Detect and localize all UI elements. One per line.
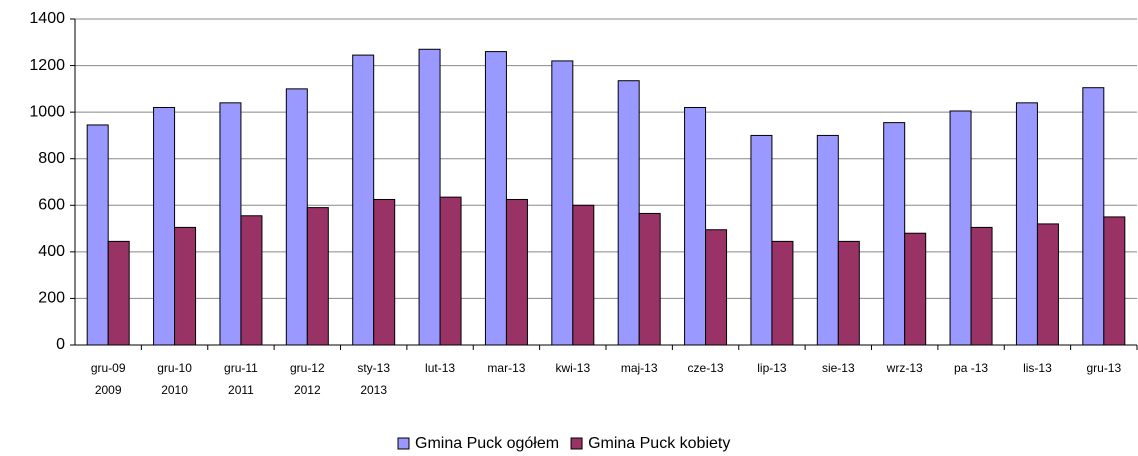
bar xyxy=(617,80,640,346)
bar xyxy=(816,134,839,346)
x-tick-label: 2013 xyxy=(360,383,387,397)
bar xyxy=(1015,102,1038,346)
x-tick-label: 2011 xyxy=(228,383,254,397)
bar xyxy=(174,226,197,346)
x-tick-label: kwi-13 xyxy=(555,361,590,375)
bar xyxy=(484,51,507,346)
bar xyxy=(750,134,773,346)
legend-swatch xyxy=(570,437,583,450)
x-tick-label: lut-13 xyxy=(425,361,455,375)
x-tick-label: gru-11 xyxy=(224,361,258,375)
y-tick-label: 1200 xyxy=(29,57,65,74)
x-tick-label: 2010 xyxy=(161,383,188,397)
x-tick-label: gru-13 xyxy=(1086,361,1121,375)
x-tick-label: mar-13 xyxy=(487,361,525,375)
y-tick-label: 0 xyxy=(56,336,65,353)
bar xyxy=(219,102,242,346)
bar xyxy=(904,232,927,346)
bar xyxy=(705,229,728,346)
x-tick-label: gru-09 xyxy=(91,361,126,375)
bar xyxy=(153,106,176,346)
legend-label: Gmina Puck ogółem xyxy=(415,435,559,452)
bar xyxy=(505,198,528,346)
x-tick-label: sty-13 xyxy=(357,361,390,375)
y-tick-label: 1000 xyxy=(29,103,65,120)
y-tick-label: 1400 xyxy=(29,10,65,27)
x-tick-label: lis-13 xyxy=(1023,361,1052,375)
bar xyxy=(771,240,794,346)
bar xyxy=(837,240,860,346)
bar xyxy=(352,54,375,346)
bar xyxy=(306,207,329,346)
bar xyxy=(439,196,462,346)
bar xyxy=(949,110,972,346)
bar xyxy=(373,198,396,346)
bar xyxy=(1103,216,1126,346)
bar xyxy=(638,212,661,346)
y-tick-label: 200 xyxy=(38,290,65,307)
bar xyxy=(86,124,109,346)
legend-swatch xyxy=(397,437,410,450)
x-tick-label: gru-10 xyxy=(157,361,192,375)
bar xyxy=(883,122,906,346)
y-tick-label: 400 xyxy=(38,243,65,260)
bar xyxy=(684,106,707,346)
bar xyxy=(107,240,130,346)
x-tick-label: pa -13 xyxy=(954,361,988,375)
y-tick-label: 800 xyxy=(38,150,65,167)
bar xyxy=(418,48,441,346)
x-tick-label: 2012 xyxy=(294,383,321,397)
bar xyxy=(551,60,574,346)
bar xyxy=(1036,223,1059,346)
x-tick-label: cze-13 xyxy=(688,361,724,375)
x-tick-label: gru-12 xyxy=(290,361,325,375)
bar xyxy=(1082,87,1105,346)
bar xyxy=(240,215,263,346)
x-tick-label: sie-13 xyxy=(822,361,855,375)
legend-label: Gmina Puck kobiety xyxy=(588,435,730,452)
bar xyxy=(285,88,308,346)
x-tick-label: wrz-13 xyxy=(886,361,923,375)
x-tick-label: maj-13 xyxy=(621,361,658,375)
x-tick-label: 2009 xyxy=(95,383,122,397)
bar xyxy=(572,204,595,346)
bar xyxy=(970,226,993,346)
x-tick-label: lip-13 xyxy=(757,361,787,375)
y-tick-label: 600 xyxy=(38,197,65,214)
